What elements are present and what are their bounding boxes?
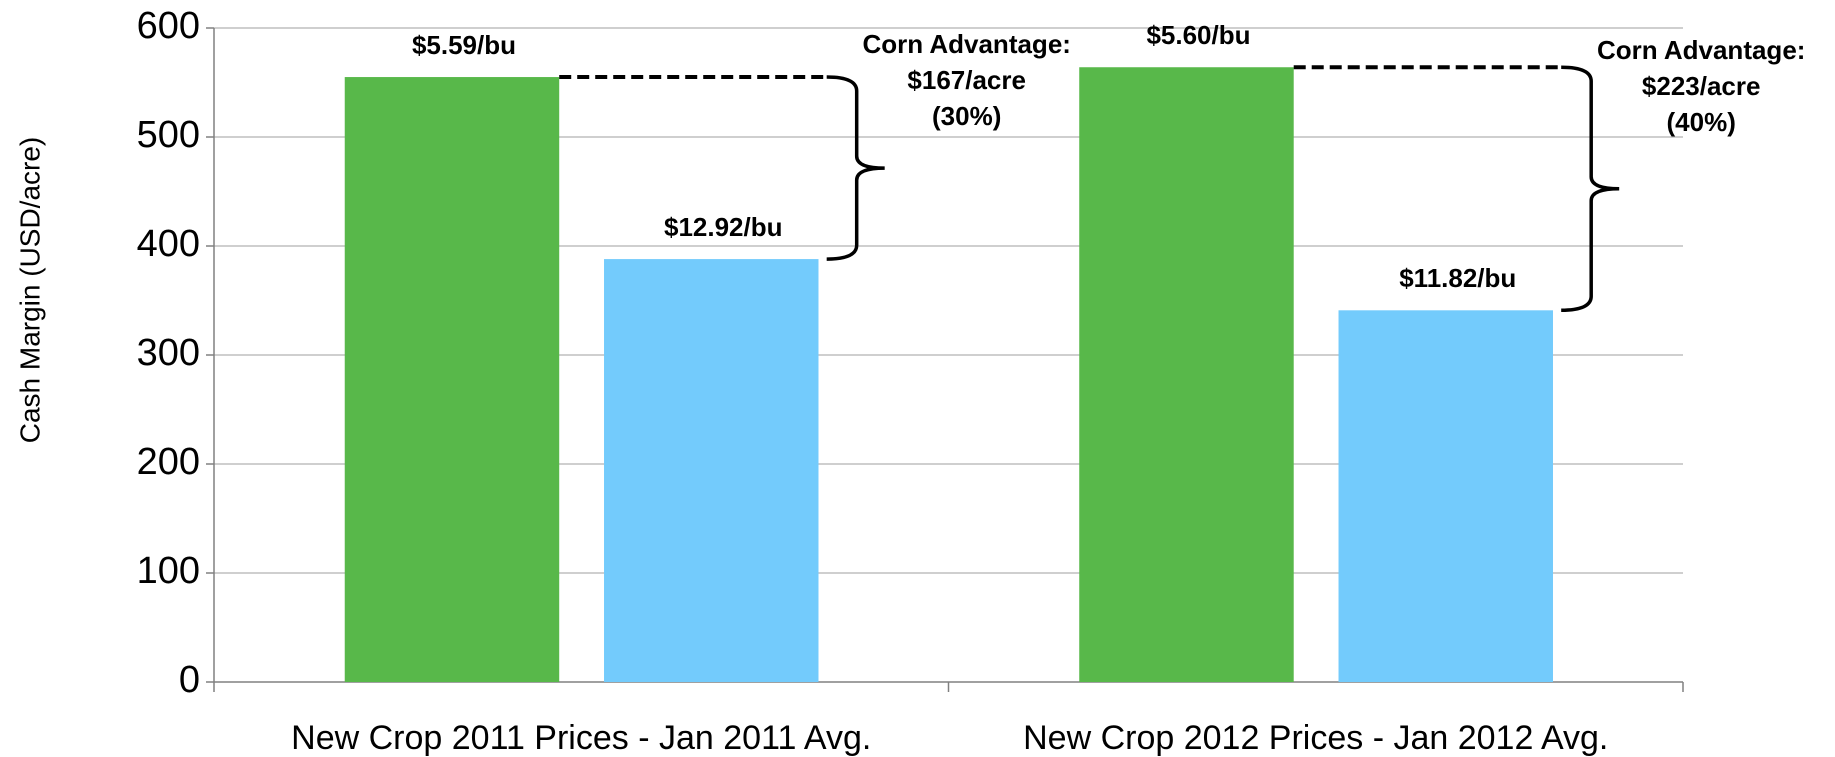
x-tick-label: New Crop 2011 Prices - Jan 2011 Avg. xyxy=(291,719,871,757)
bar-label: $5.60/bu xyxy=(1146,20,1250,50)
y-tick-label: 300 xyxy=(137,332,200,374)
y-tick-label: 200 xyxy=(137,441,200,483)
annotation: Corn Advantage: xyxy=(1597,35,1806,65)
bar-label: $11.82/bu xyxy=(1399,263,1516,293)
bar xyxy=(604,259,819,682)
y-tick-label: 600 xyxy=(137,5,200,47)
annotation: $167/acre xyxy=(907,65,1026,95)
y-tick-label: 100 xyxy=(137,550,200,592)
annotation: $223/acre xyxy=(1642,71,1761,101)
brace xyxy=(826,75,885,261)
x-tick-label: New Crop 2012 Prices - Jan 2012 Avg. xyxy=(1023,719,1608,757)
bar xyxy=(1079,67,1294,683)
bar-label: $12.92/bu xyxy=(664,212,783,242)
annotation: Corn Advantage: xyxy=(862,29,1071,59)
bar xyxy=(1338,310,1553,682)
bar-label: $5.59/bu xyxy=(412,30,516,60)
annotation: (40%) xyxy=(1667,107,1736,137)
bar xyxy=(344,77,560,683)
y-tick-label: 0 xyxy=(179,659,200,701)
annotation: (30%) xyxy=(932,101,1001,131)
y-tick-label: 500 xyxy=(137,114,200,156)
y-tick-label: 400 xyxy=(137,223,200,265)
y-axis-label: Cash Margin (USD/acre) xyxy=(14,137,45,444)
brace xyxy=(1561,65,1620,313)
